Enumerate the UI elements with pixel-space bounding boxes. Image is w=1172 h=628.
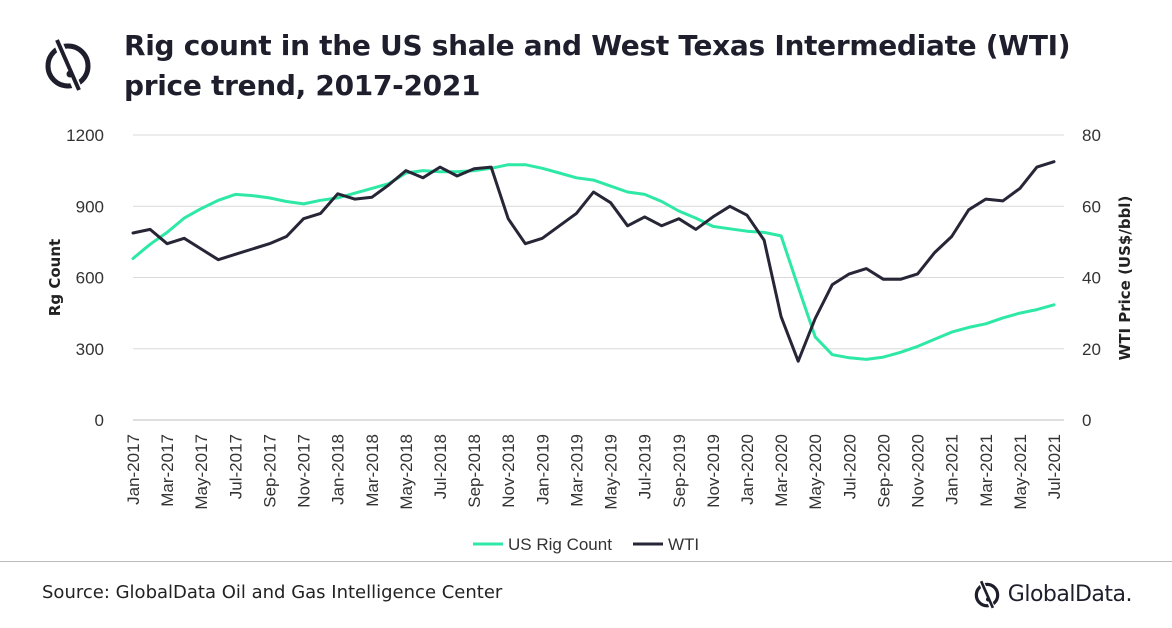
x-tick-label: Sep-2018 xyxy=(465,434,484,508)
y-tick-label: 300 xyxy=(76,340,104,359)
y-tick-label: 600 xyxy=(76,269,104,288)
x-tick-label: May-2018 xyxy=(397,434,416,510)
y2-tick-label: 60 xyxy=(1082,197,1101,216)
x-tick-label: Nov-2019 xyxy=(704,434,723,508)
series-line-wti xyxy=(131,160,1056,363)
x-tick-label: May-2021 xyxy=(1011,434,1030,510)
x-tick-label: Jul-2020 xyxy=(840,434,859,499)
globaldata-logo-icon xyxy=(45,36,91,92)
y2-tick-label: 0 xyxy=(1082,411,1091,430)
chart-title: Rig count in the US shale and West Texas… xyxy=(124,26,1104,106)
brand-logo: GlobalData. xyxy=(972,578,1133,610)
x-tick-label: Sep-2020 xyxy=(874,434,893,508)
brand-name: GlobalData. xyxy=(1007,581,1133,607)
globaldata-brand-icon xyxy=(974,579,1000,609)
y-axis-title: Rg Count xyxy=(46,239,64,316)
x-tick-label: Mar-2017 xyxy=(158,434,177,507)
x-tick-label: Sep-2017 xyxy=(260,434,279,508)
x-tick-label: Mar-2019 xyxy=(567,434,586,507)
x-tick-label: Jan-2020 xyxy=(738,434,757,505)
x-tick-label: Sep-2019 xyxy=(670,434,689,508)
source-note: Source: GlobalData Oil and Gas Intellige… xyxy=(42,582,503,603)
y-tick-label: 900 xyxy=(76,197,104,216)
x-tick-label: Jul-2021 xyxy=(1045,434,1064,499)
series-line-us-rig-count xyxy=(131,163,1056,361)
x-tick-label: Mar-2021 xyxy=(977,434,996,507)
x-tick-label: Jan-2019 xyxy=(533,434,552,505)
y2-axis-title: WTI Price (US$/bbl) xyxy=(1116,196,1134,361)
x-tick-label: Mar-2020 xyxy=(772,434,791,507)
y2-tick-label: 20 xyxy=(1082,340,1101,359)
y2-tick-label: 80 xyxy=(1082,126,1101,145)
y2-tick-label: 40 xyxy=(1082,269,1101,288)
title-line-1: Rig count in the US shale and West Texas… xyxy=(124,29,1071,62)
x-tick-label: Jul-2018 xyxy=(431,434,450,499)
x-tick-label: Nov-2020 xyxy=(909,434,928,508)
x-tick-label: Nov-2018 xyxy=(499,434,518,508)
x-tick-label: Jan-2018 xyxy=(329,434,348,505)
x-tick-label: May-2020 xyxy=(806,434,825,510)
x-tick-label: Mar-2018 xyxy=(363,434,382,507)
chart-area: 0 300 600 900 1200 0 20 40 60 80 Jan-2017 Mar-2017 M… xyxy=(46,126,1134,554)
legend-label-us-rig-count: US Rig Count xyxy=(508,535,612,554)
x-tick-label: May-2017 xyxy=(192,434,211,510)
x-tick-label: Jul-2019 xyxy=(636,434,655,499)
title-line-2: price trend, 2017-2021 xyxy=(124,69,481,102)
footer-divider xyxy=(0,561,1172,562)
x-tick-label: Jan-2021 xyxy=(943,434,962,505)
y-tick-label: 1200 xyxy=(66,126,104,145)
x-tick-label: Jan-2017 xyxy=(124,434,143,505)
y-tick-label: 0 xyxy=(95,411,104,430)
legend-label-wti: WTI xyxy=(668,535,699,554)
x-tick-label: Nov-2017 xyxy=(295,434,314,508)
x-tick-label: May-2019 xyxy=(602,434,621,510)
x-tick-label: Jul-2017 xyxy=(226,434,245,499)
